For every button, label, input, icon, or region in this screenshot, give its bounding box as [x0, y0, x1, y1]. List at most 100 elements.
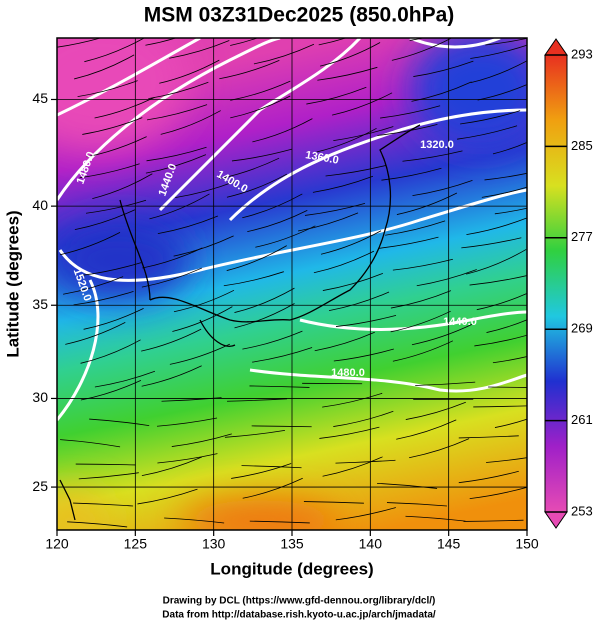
y-axis-label: Latitude (degrees): [3, 210, 22, 357]
streamline: [457, 125, 518, 140]
streamline: [314, 331, 375, 352]
x-tick-label: 150: [515, 536, 539, 552]
streamline: [157, 453, 218, 464]
credit-line: Drawing by DCL (https://www.gfd-dennou.o…: [163, 596, 436, 607]
x-tick-label: 135: [280, 536, 304, 552]
y-tick-label: 35: [32, 296, 48, 312]
streamline: [242, 193, 303, 219]
streamline: [477, 84, 527, 101]
streamline: [485, 38, 527, 46]
streamline: [231, 463, 292, 479]
streamline: [332, 92, 393, 116]
streamline: [73, 502, 134, 507]
streamline: [255, 225, 316, 248]
colorbar-tick-label: 293: [571, 46, 593, 61]
streamline: [312, 175, 374, 193]
streamline: [469, 275, 527, 286]
streamline: [231, 148, 293, 162]
streamline: [79, 163, 140, 179]
streamline: [470, 60, 527, 84]
streamline: [230, 95, 291, 119]
streamline: [378, 236, 439, 249]
streamline: [322, 392, 383, 408]
streamline: [304, 203, 366, 216]
credit-line: Data from http://database.rish.kyoto-u.a…: [162, 610, 436, 621]
colorbar-top-arrow: [544, 38, 568, 56]
streamline: [81, 262, 142, 276]
x-tick-label: 145: [437, 536, 461, 552]
streamline: [86, 136, 147, 158]
streamline: [484, 172, 527, 181]
y-tick-label: 30: [32, 389, 48, 405]
streamline: [335, 507, 396, 521]
streamline: [227, 398, 288, 402]
streamline: [173, 235, 234, 257]
streamline: [318, 38, 347, 46]
streamline: [175, 180, 236, 199]
streamline: [470, 44, 527, 59]
streamline: [392, 340, 454, 362]
streamline: [85, 199, 147, 214]
streamline: [313, 250, 375, 274]
streamline: [328, 291, 390, 312]
contour-label: 1360.0: [304, 149, 339, 167]
streamline: [488, 386, 527, 388]
streamline: [78, 472, 139, 480]
streamline: [226, 245, 287, 271]
streamline: [390, 310, 451, 333]
streamline: [219, 59, 280, 80]
streamline: [458, 435, 519, 439]
streamline: [377, 123, 438, 136]
streamline: [386, 502, 447, 507]
x-tick-label: 125: [124, 536, 148, 552]
streamline: [469, 486, 527, 499]
streamline: [82, 117, 143, 135]
streamline: [335, 459, 396, 464]
streamline: [84, 38, 145, 63]
streamline: [80, 380, 142, 401]
streamline: [486, 457, 527, 463]
streamline: [234, 303, 295, 329]
streamline: [89, 418, 150, 427]
streamline: [65, 322, 126, 345]
streamline: [169, 343, 231, 365]
streamline: [325, 165, 386, 177]
streamline: [380, 105, 441, 119]
streamline: [160, 110, 221, 135]
streamline: [316, 127, 377, 153]
streamline: [297, 212, 359, 232]
streamline: [230, 38, 259, 46]
streamline: [145, 154, 207, 174]
streamline: [141, 365, 202, 387]
streamline: [333, 348, 394, 362]
contour-label: 1320.0: [420, 139, 454, 151]
streamline: [60, 439, 121, 448]
streamline: [377, 482, 438, 489]
streamline: [157, 417, 218, 427]
streamline: [73, 291, 134, 306]
plot-field: [57, 38, 527, 530]
colorbar-tick-label: 253: [571, 503, 593, 518]
streamline: [416, 269, 477, 287]
streamline: [458, 470, 519, 484]
streamline: [77, 80, 138, 98]
streamline: [322, 272, 384, 291]
streamline: [252, 118, 313, 143]
streamline: [381, 167, 442, 181]
streamline: [173, 289, 235, 313]
streamline: [476, 292, 527, 311]
x-tick-label: 140: [359, 536, 383, 552]
streamline: [141, 267, 203, 288]
streamline: [411, 81, 472, 102]
x-axis-label: Longitude (degrees): [210, 559, 373, 578]
streamline: [460, 110, 521, 125]
streamline: [391, 38, 453, 61]
streamline: [409, 38, 426, 41]
streamline: [411, 324, 473, 346]
y-tick-label: 45: [32, 90, 48, 106]
colorbar-tick-label: 277: [571, 229, 593, 244]
streamline: [335, 315, 397, 327]
streamline: [241, 465, 302, 469]
streamline: [74, 209, 136, 231]
